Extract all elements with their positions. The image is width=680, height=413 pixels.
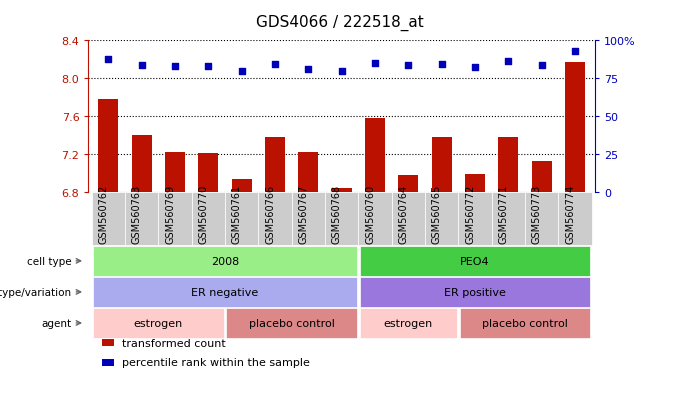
Text: GSM560765: GSM560765 <box>432 185 442 244</box>
Text: PEO4: PEO4 <box>460 256 490 266</box>
Point <box>403 62 414 69</box>
Bar <box>99 100 118 192</box>
Point <box>537 62 547 69</box>
Text: GSM560767: GSM560767 <box>299 185 308 244</box>
Point <box>236 68 247 75</box>
Bar <box>265 138 285 192</box>
Text: GSM560766: GSM560766 <box>265 185 275 244</box>
Text: cell type: cell type <box>27 256 71 266</box>
Text: 2008: 2008 <box>211 256 239 266</box>
Point <box>337 68 347 75</box>
Text: ER negative: ER negative <box>192 287 258 297</box>
Text: estrogen: estrogen <box>384 318 433 328</box>
Text: GSM560761: GSM560761 <box>232 185 241 244</box>
Bar <box>232 180 252 192</box>
Bar <box>432 138 452 192</box>
Point <box>303 66 313 73</box>
Bar <box>532 162 551 192</box>
Text: transformed count: transformed count <box>122 338 226 348</box>
Bar <box>398 176 418 192</box>
Text: ER positive: ER positive <box>444 287 506 297</box>
Text: GSM560770: GSM560770 <box>199 185 208 244</box>
Point <box>269 62 280 68</box>
Point <box>570 48 581 55</box>
Text: GSM560768: GSM560768 <box>332 185 342 244</box>
Point <box>203 64 214 70</box>
Bar <box>365 119 385 192</box>
Text: estrogen: estrogen <box>134 318 183 328</box>
Text: GSM560763: GSM560763 <box>132 185 141 244</box>
Text: GSM560760: GSM560760 <box>365 185 375 244</box>
Point <box>169 64 180 70</box>
Bar <box>165 152 185 192</box>
Text: placebo control: placebo control <box>482 318 568 328</box>
Text: placebo control: placebo control <box>249 318 335 328</box>
Bar <box>132 135 152 192</box>
Text: GSM560762: GSM560762 <box>99 185 108 244</box>
Bar <box>199 153 218 192</box>
Text: GSM560772: GSM560772 <box>465 185 475 244</box>
Text: GSM560764: GSM560764 <box>398 185 409 244</box>
Bar <box>498 138 518 192</box>
Bar <box>332 188 352 192</box>
Point <box>470 64 481 71</box>
Text: percentile rank within the sample: percentile rank within the sample <box>122 358 310 368</box>
Text: GSM560769: GSM560769 <box>165 185 175 244</box>
Bar <box>465 174 485 192</box>
Point <box>136 62 147 69</box>
Point <box>437 62 447 68</box>
Point <box>370 61 381 67</box>
Text: genotype/variation: genotype/variation <box>0 287 71 297</box>
Point <box>103 57 114 64</box>
Text: GSM560773: GSM560773 <box>532 185 542 244</box>
Text: agent: agent <box>41 318 71 328</box>
Point <box>503 59 514 65</box>
Bar <box>299 152 318 192</box>
Bar <box>565 63 585 192</box>
Text: GDS4066 / 222518_at: GDS4066 / 222518_at <box>256 14 424 31</box>
Text: GSM560771: GSM560771 <box>498 185 509 244</box>
Text: GSM560774: GSM560774 <box>565 185 575 244</box>
